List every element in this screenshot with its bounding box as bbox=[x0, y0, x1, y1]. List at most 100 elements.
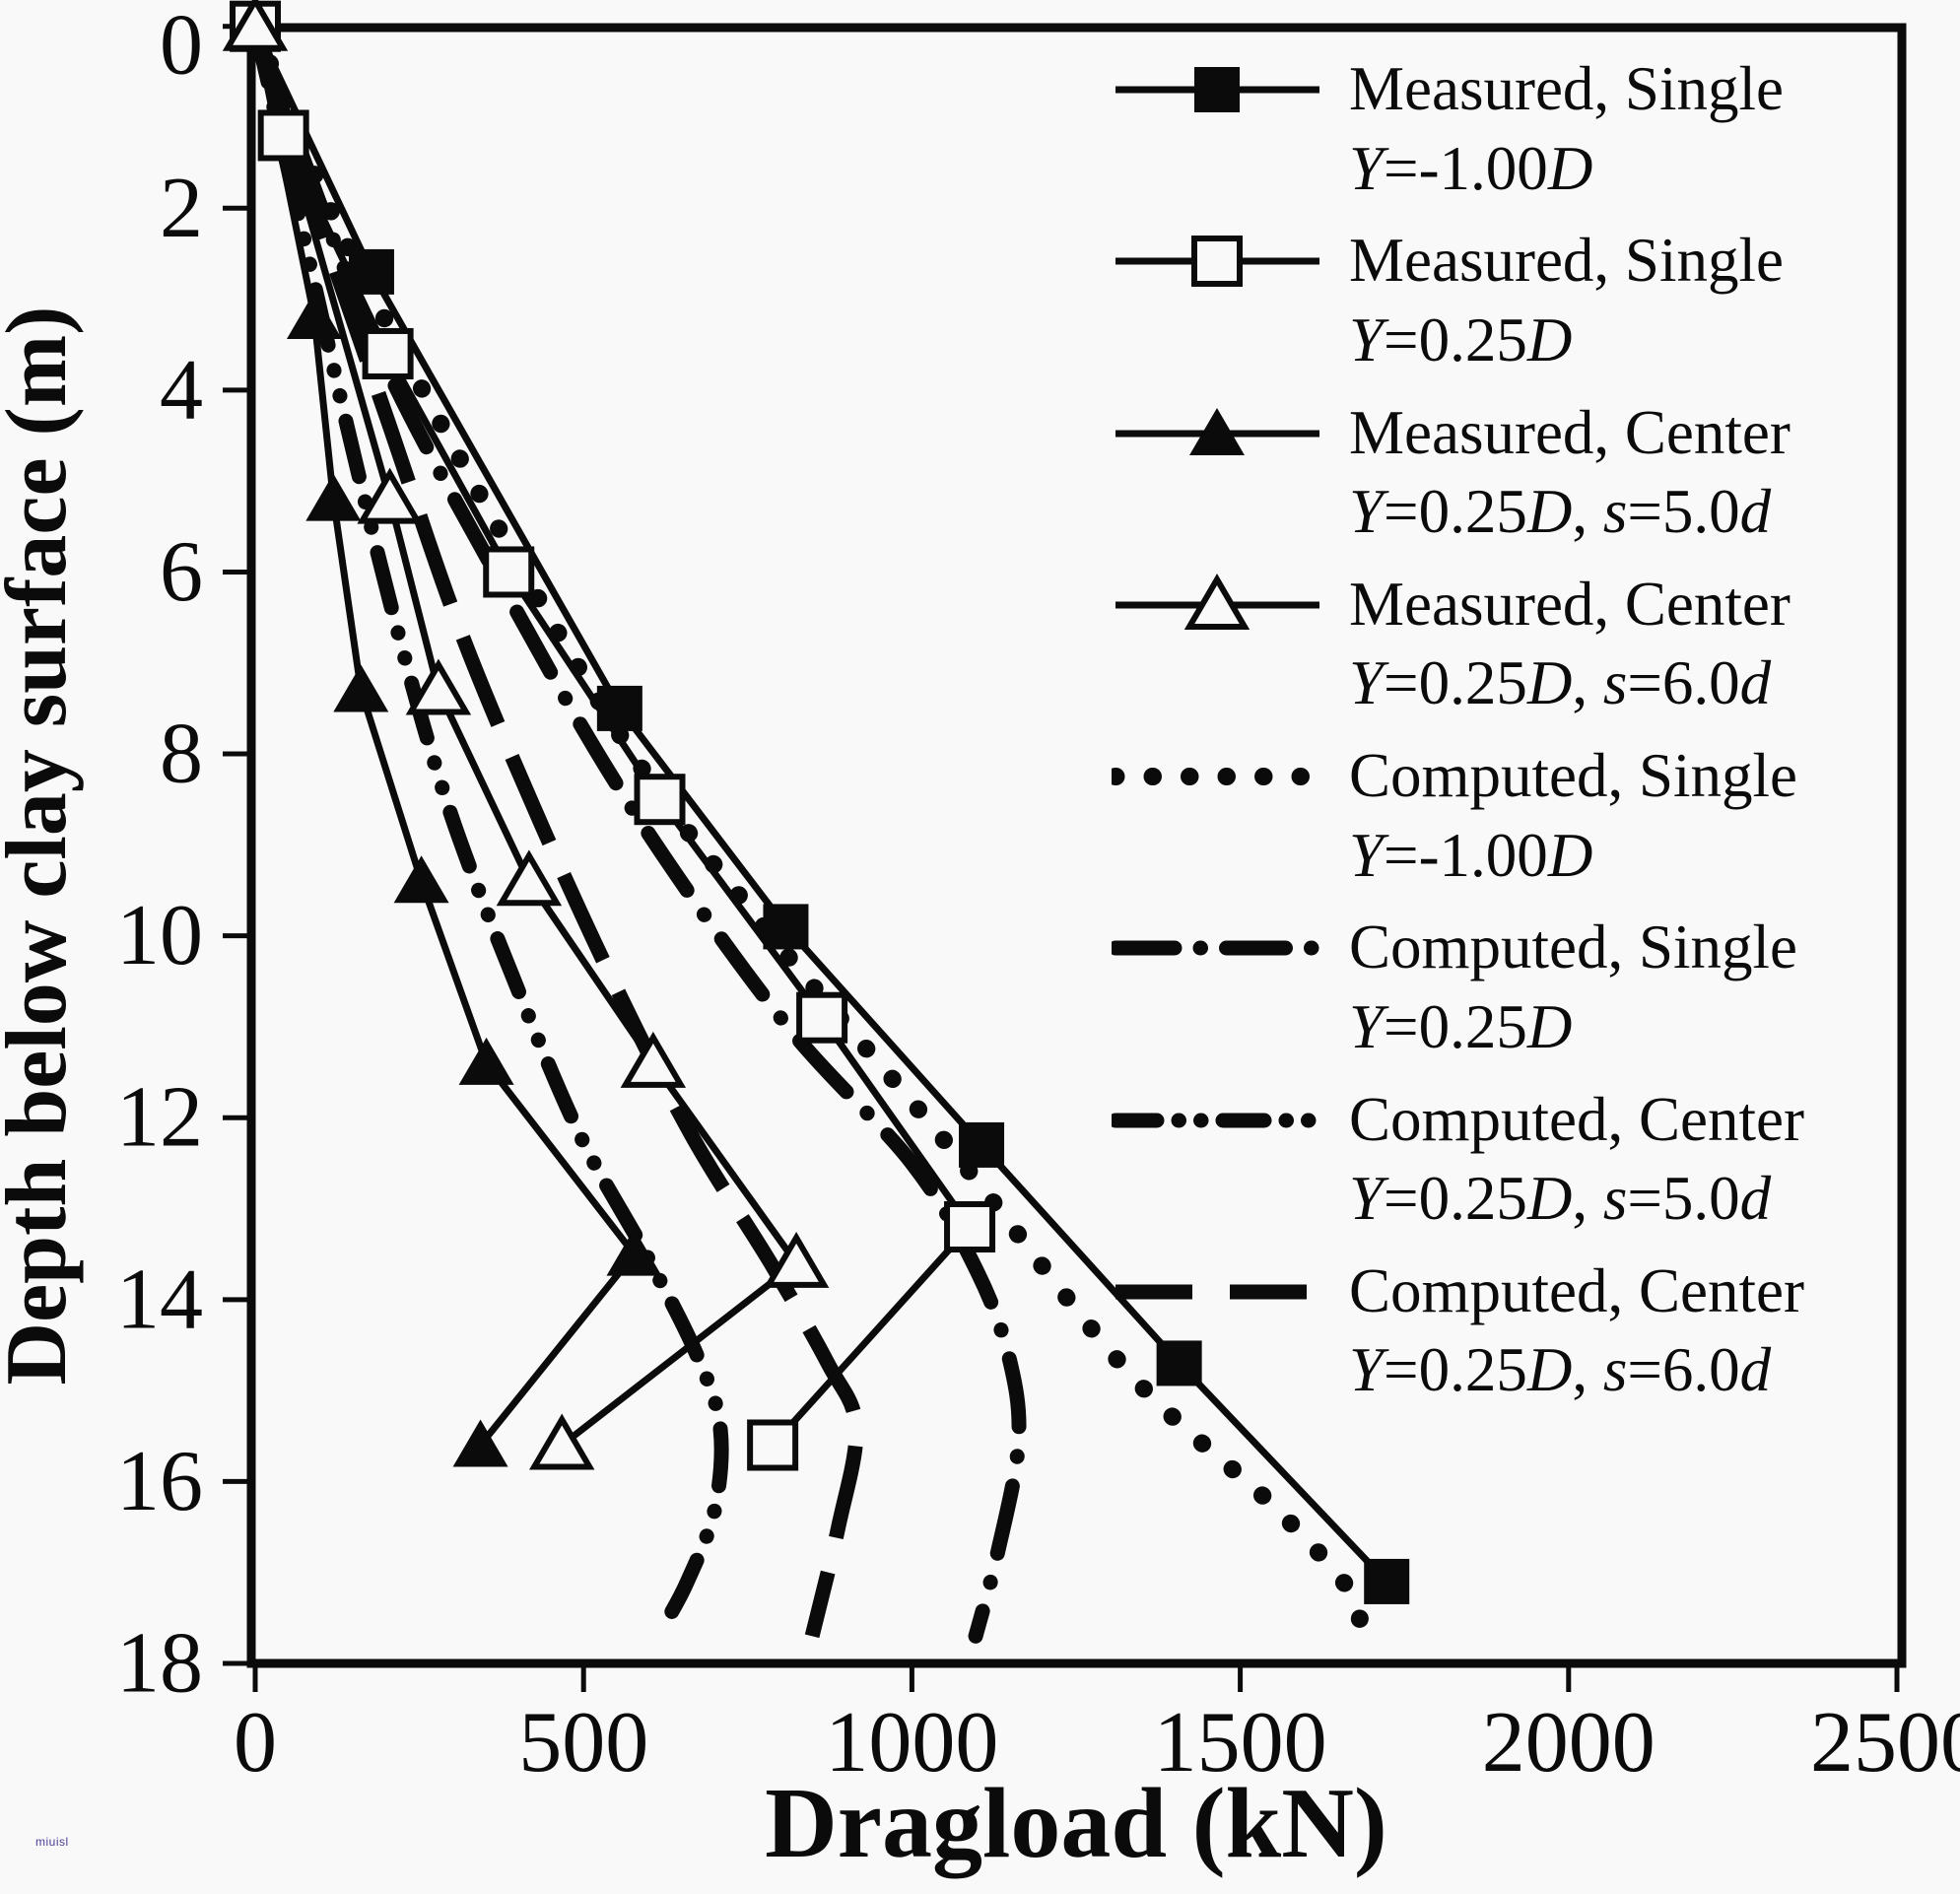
y-tick-label: 12 bbox=[116, 1070, 203, 1166]
triangle-filled-marker bbox=[606, 1228, 662, 1276]
legend-item-measured-single-y025: Measured, Single Y=0.25D bbox=[1112, 221, 1804, 379]
legend-symbol-solid-triangle-open bbox=[1115, 573, 1319, 630]
plot-frame-group bbox=[246, 23, 1907, 1668]
y-tick-label: 4 bbox=[160, 342, 203, 438]
legend-label-line2: Y=-1.00D bbox=[1349, 820, 1593, 890]
y-tick-label: 0 bbox=[160, 0, 203, 94]
watermark-text: miuisl bbox=[35, 1835, 69, 1849]
legend-label-line2: Y=0.25D, s=6.0d bbox=[1349, 1335, 1772, 1405]
series-group bbox=[222, 0, 1410, 1655]
x-tick-label: 500 bbox=[518, 1695, 648, 1791]
legend-label: Measured, Center Y=0.25D, s=6.0d bbox=[1349, 565, 1791, 723]
square-filled-marker bbox=[596, 685, 642, 731]
legend-label-line2: Y=0.25D bbox=[1349, 304, 1573, 374]
y-tick-label: 18 bbox=[116, 1616, 203, 1712]
legend-item-computed-single-y025: Computed, Single Y=0.25D bbox=[1112, 908, 1804, 1066]
x-tick-label: 0 bbox=[234, 1695, 277, 1791]
measured-single-y025-line bbox=[251, 25, 974, 1448]
triangle-filled-marker bbox=[286, 292, 342, 340]
triangle-open-marker bbox=[222, 0, 289, 51]
axis-ticks-group bbox=[223, 24, 1900, 1692]
y-tick-label: 8 bbox=[160, 707, 203, 802]
legend-label: Computed, Single Y=-1.00D bbox=[1349, 736, 1797, 895]
legend-label-line1: Measured, Center bbox=[1349, 569, 1791, 639]
legend-label-line2: Y=-1.00D bbox=[1349, 133, 1593, 203]
legend-label-line2: Y=0.25D bbox=[1349, 991, 1573, 1061]
x-axis-title: Dragload (kN) bbox=[765, 1768, 1387, 1879]
y-tick-label: 2 bbox=[160, 161, 203, 256]
chart-legend: Measured, Single Y=-1.00D Measured, Single… bbox=[1112, 49, 1804, 1410]
square-filled-marker bbox=[959, 1121, 1005, 1168]
legend-label-line1: Measured, Center bbox=[1349, 397, 1791, 467]
triangle-open-marker bbox=[405, 658, 472, 715]
legend-label-line1: Measured, Single bbox=[1349, 54, 1784, 123]
legend-label: Measured, Single Y=-1.00D bbox=[1349, 49, 1784, 208]
square-filled-marker bbox=[348, 248, 394, 295]
triangle-open-marker bbox=[1183, 573, 1250, 630]
x-tick-label: 1500 bbox=[1154, 1695, 1327, 1791]
computed-single-y025-line bbox=[247, 19, 1027, 1644]
measured-center-s6-markers bbox=[222, 0, 830, 1470]
x-tick-label: 2000 bbox=[1482, 1695, 1656, 1791]
legend-item-measured-center-s5: Measured, Center Y=0.25D, s=5.0d bbox=[1112, 393, 1804, 552]
measured-center-s5-markers bbox=[228, 0, 662, 1467]
legend-symbol-dotted bbox=[1112, 768, 1323, 785]
triangle-filled-marker bbox=[305, 473, 362, 521]
legend-label: Computed, Center Y=0.25D, s=6.0d bbox=[1349, 1251, 1804, 1410]
square-open-marker bbox=[257, 109, 309, 162]
square-filled-marker bbox=[763, 904, 809, 950]
triangle-filled-marker bbox=[458, 1037, 514, 1085]
legend-item-computed-center-s6: Computed, Center Y=0.25D, s=6.0d bbox=[1112, 1251, 1804, 1410]
legend-label-line1: Measured, Single bbox=[1349, 226, 1784, 296]
legend-item-measured-center-s6: Measured, Center Y=0.25D, s=6.0d bbox=[1112, 565, 1804, 723]
legend-label-line1: Computed, Center bbox=[1349, 1084, 1804, 1154]
square-open-marker bbox=[796, 991, 848, 1044]
legend-symbol-solid-square-filled bbox=[1115, 67, 1319, 112]
y-tick-label: 14 bbox=[116, 1251, 203, 1347]
legend-symbol-longdash bbox=[1115, 1284, 1319, 1300]
legend-item-measured-single-ym100: Measured, Single Y=-1.00D bbox=[1112, 49, 1804, 208]
square-open-marker bbox=[483, 546, 535, 598]
legend-symbol-solid-square-open bbox=[1115, 236, 1319, 288]
y-tick-label: 16 bbox=[116, 1434, 203, 1529]
square-open-marker bbox=[1191, 236, 1243, 288]
y-tick-label: 10 bbox=[116, 888, 203, 983]
square-filled-marker bbox=[1194, 67, 1240, 112]
square-filled-marker bbox=[1364, 1558, 1410, 1604]
legend-label: Computed, Center Y=0.25D, s=5.0d bbox=[1349, 1080, 1804, 1239]
y-tick-label: 6 bbox=[160, 524, 203, 620]
triangle-open-marker bbox=[528, 1413, 595, 1470]
triangle-open-marker bbox=[620, 1031, 687, 1088]
legend-symbol-dashdot bbox=[1112, 940, 1323, 956]
legend-label-line1: Computed, Center bbox=[1349, 1255, 1804, 1325]
legend-label-line2: Y=0.25D, s=6.0d bbox=[1349, 648, 1772, 718]
computed-center-s5-line bbox=[247, 19, 729, 1635]
plot-frame bbox=[246, 23, 1907, 1668]
legend-label: Computed, Single Y=0.25D bbox=[1349, 908, 1797, 1066]
triangle-filled-marker bbox=[333, 664, 389, 712]
legend-symbol-solid-triangle-filled bbox=[1115, 407, 1319, 455]
legend-item-computed-single-ym100: Computed, Single Y=-1.00D bbox=[1112, 736, 1804, 895]
legend-label: Measured, Center Y=0.25D, s=5.0d bbox=[1349, 393, 1791, 552]
triangle-open-marker bbox=[357, 467, 423, 524]
square-open-marker bbox=[362, 327, 414, 379]
legend-label: Measured, Single Y=0.25D bbox=[1349, 221, 1784, 379]
square-open-marker bbox=[634, 774, 686, 826]
legend-label-line1: Computed, Single bbox=[1349, 913, 1797, 982]
legend-label-line2: Y=0.25D, s=5.0d bbox=[1349, 1164, 1772, 1234]
triangle-open-marker bbox=[763, 1231, 830, 1288]
square-open-marker bbox=[944, 1200, 996, 1252]
triangle-filled-marker bbox=[452, 1419, 508, 1467]
triangle-filled-marker bbox=[1189, 407, 1245, 455]
legend-label-line2: Y=0.25D, s=5.0d bbox=[1349, 477, 1772, 547]
measured-center-s5-line bbox=[251, 26, 639, 1448]
y-axis-title: Depth below clay surface (m) bbox=[0, 306, 85, 1386]
triangle-filled-marker bbox=[393, 855, 449, 904]
square-filled-marker bbox=[1156, 1340, 1202, 1387]
legend-item-computed-center-s5: Computed, Center Y=0.25D, s=5.0d bbox=[1112, 1080, 1804, 1239]
x-tick-label: 1000 bbox=[825, 1695, 998, 1791]
